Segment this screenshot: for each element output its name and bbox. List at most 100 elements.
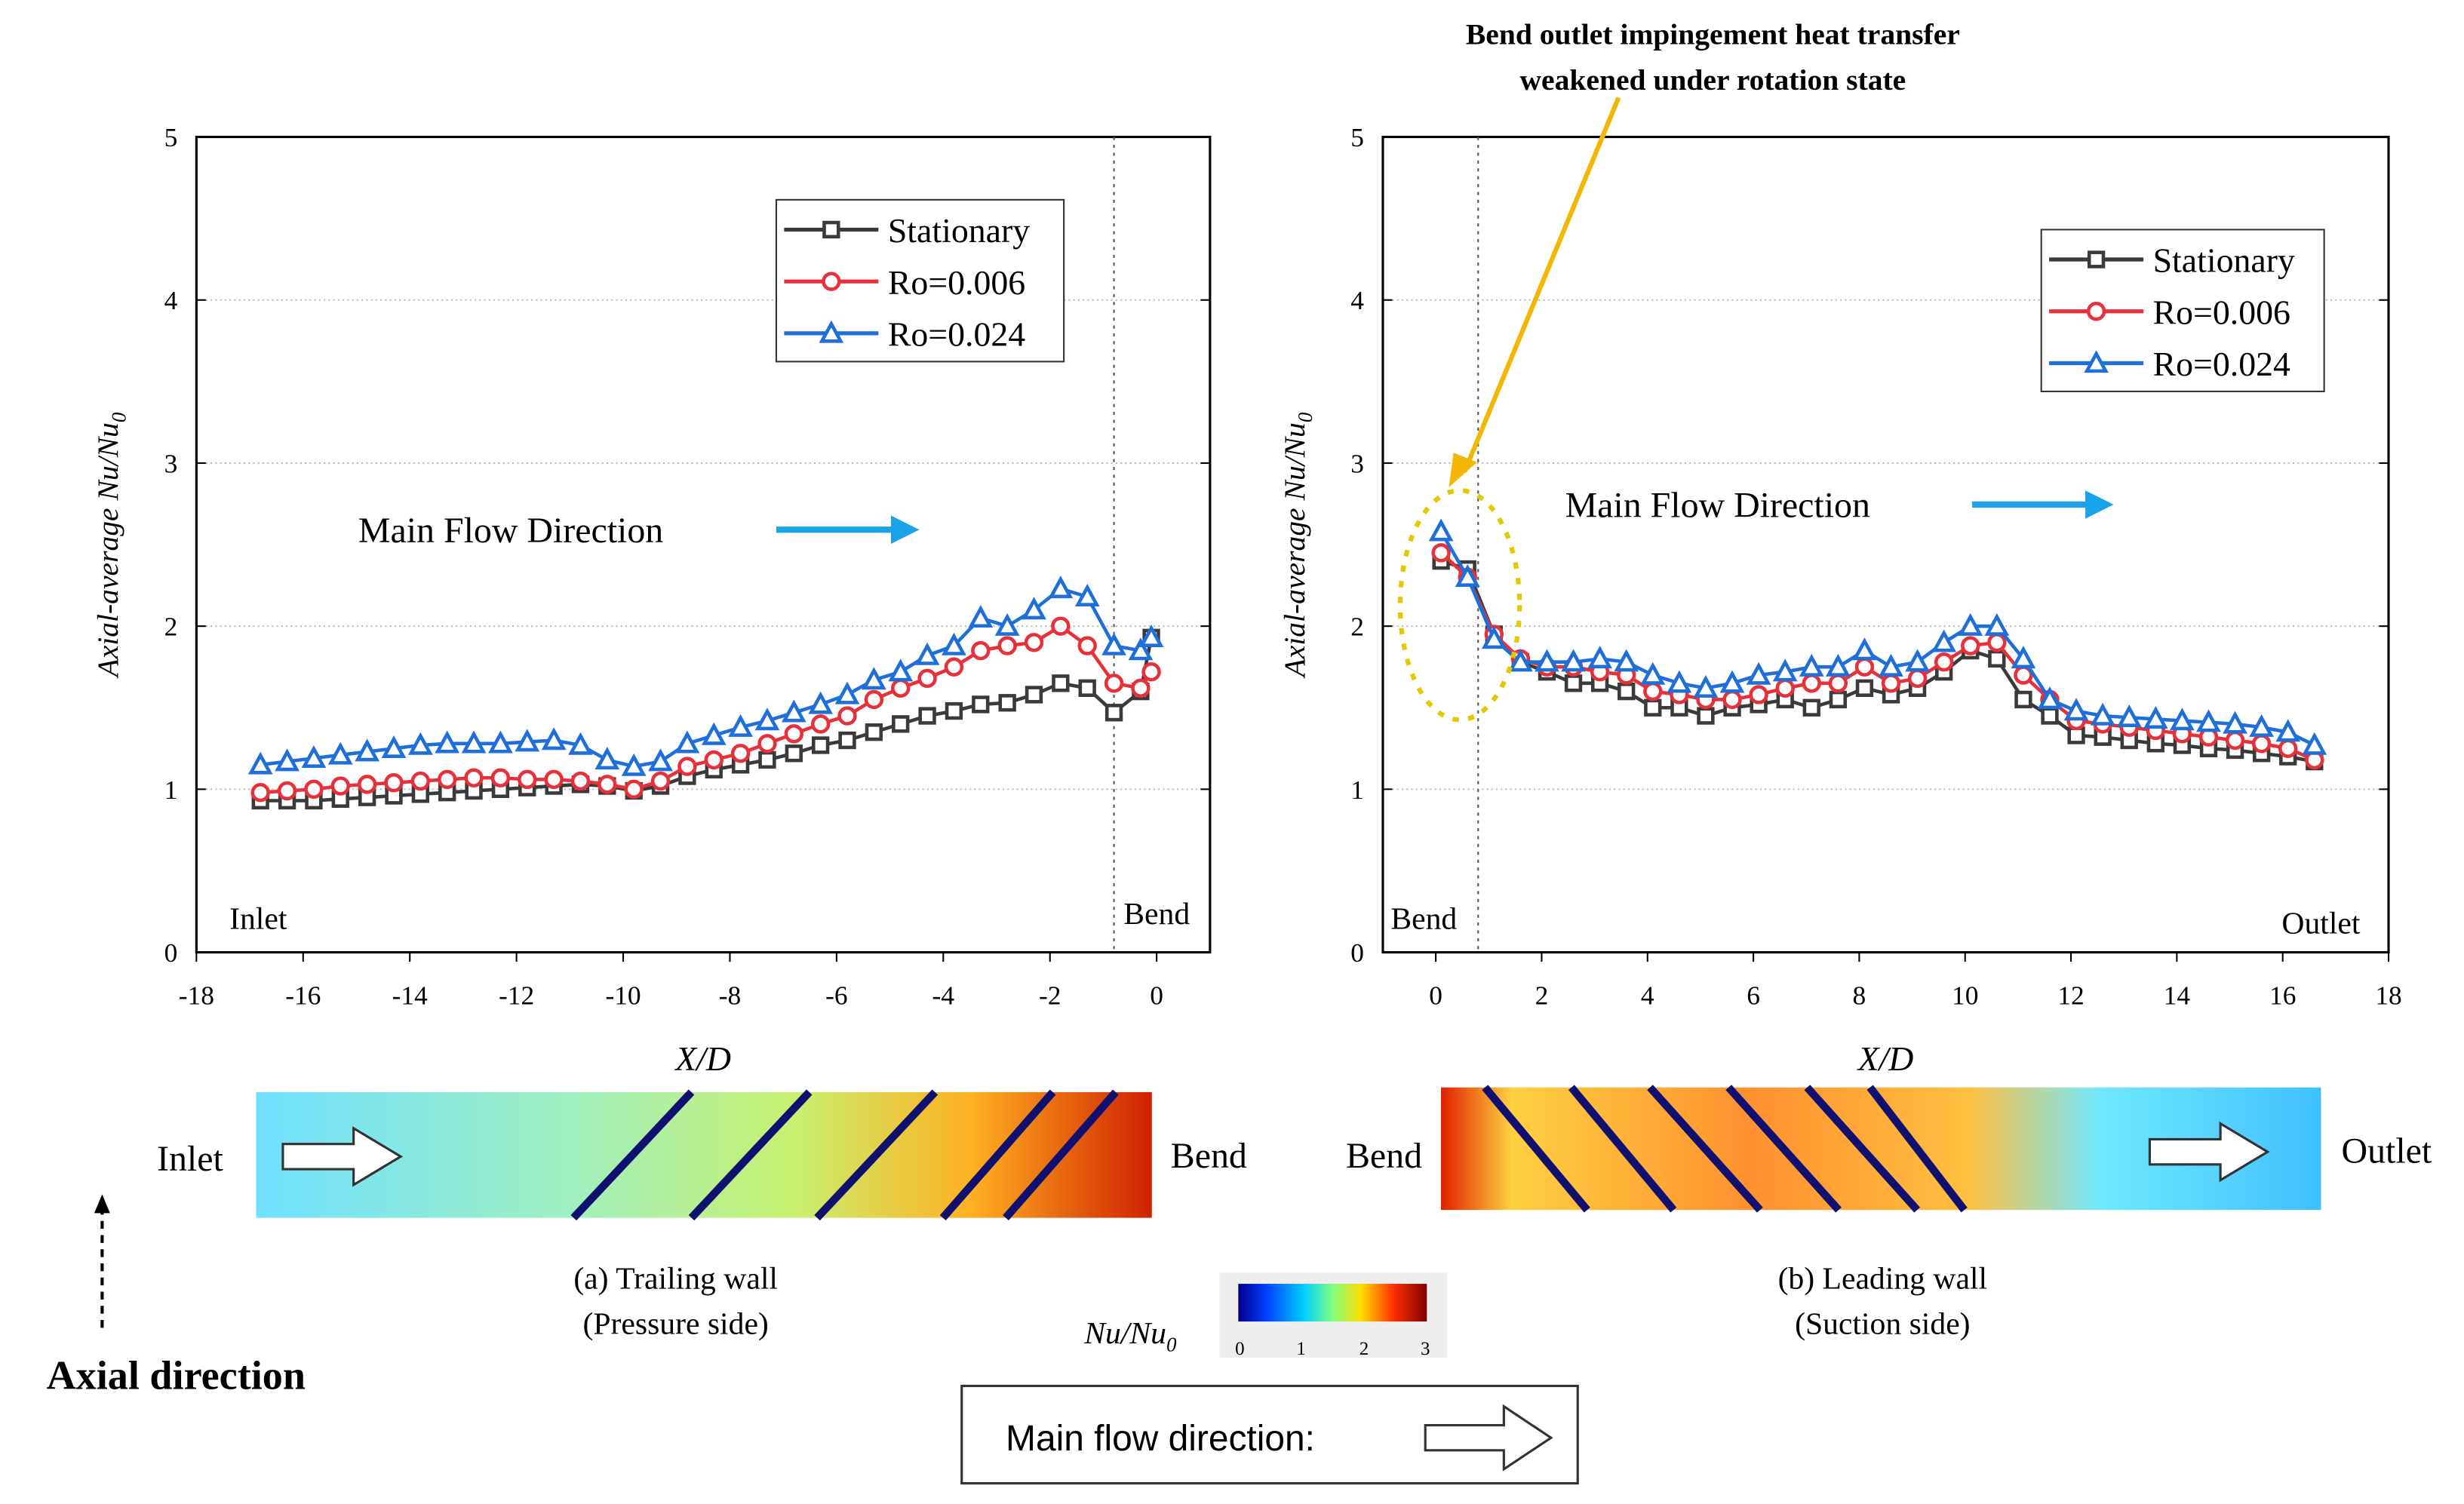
y-tick-label: 5 [1350, 122, 1364, 152]
plot-frame [1381, 135, 2390, 954]
data-point [541, 727, 567, 750]
data-point [1138, 625, 1164, 647]
axial-arrow-head [94, 1194, 110, 1214]
data-point [1802, 674, 1821, 693]
data-point [461, 730, 487, 754]
annotation-line2: weakened under rotation state [1519, 63, 1906, 97]
data-point [781, 699, 806, 723]
data-point [2063, 698, 2089, 721]
x-tick-label: -16 [285, 980, 321, 1010]
data-point [410, 771, 431, 791]
x-tick-label: 4 [1641, 980, 1654, 1010]
data-point [301, 745, 327, 768]
data-point [1455, 564, 1480, 588]
data-point [2302, 732, 2327, 755]
data-point [437, 769, 457, 790]
data-point [1988, 649, 2006, 668]
data-point [865, 723, 883, 741]
axial-direction-label: Axial direction [47, 1353, 306, 1398]
data-point [1640, 661, 1666, 685]
data-point [2196, 709, 2221, 732]
data-point [1852, 637, 1877, 661]
legend-label: Stationary [888, 211, 1030, 250]
data-point [1879, 653, 1903, 677]
data-point [862, 667, 886, 690]
data-point [1428, 518, 1454, 542]
data-point [570, 771, 591, 791]
data-point [997, 636, 1017, 655]
data-point [250, 782, 270, 803]
data-point [2251, 734, 2272, 754]
data-point [677, 757, 697, 776]
data-point [837, 706, 857, 726]
data-point [892, 715, 910, 733]
x-tick-label: -18 [179, 980, 214, 1010]
y-tick-label: 3 [164, 448, 178, 478]
data-point [728, 714, 753, 737]
legend-label: Ro=0.024 [888, 315, 1025, 354]
data-point [704, 750, 724, 770]
x-tick-label: 12 [2057, 980, 2084, 1010]
data-point [864, 689, 884, 710]
data-point [277, 781, 297, 801]
main-flow-text: Main Flow Direction [1565, 486, 1870, 526]
data-point [944, 657, 964, 677]
caption-a-2: (Pressure side) [582, 1307, 768, 1342]
series-ro-0-024 [247, 576, 1164, 776]
x-tick-label: 6 [1747, 980, 1760, 1010]
data-point [1078, 679, 1096, 697]
data-point [384, 773, 404, 793]
data-point [1481, 626, 1507, 649]
x-axis-label: X/D [1857, 1039, 1914, 1078]
series-ro-0-024 [1428, 518, 2327, 755]
data-point [1618, 682, 1636, 701]
legend-marker [2086, 302, 2106, 321]
data-point [2170, 707, 2195, 731]
data-point [1643, 681, 1663, 701]
data-point [1051, 616, 1071, 636]
data-point [435, 730, 460, 754]
data-point [355, 738, 379, 762]
data-point [1775, 678, 1795, 698]
data-point [2278, 738, 2298, 759]
data-point [568, 732, 593, 755]
heatmap-trailing [256, 1089, 1152, 1221]
data-point [1022, 597, 1046, 620]
data-point [972, 695, 990, 714]
colorbar-tick: 3 [1421, 1339, 1430, 1359]
data-point [945, 701, 963, 720]
data-point [674, 730, 700, 754]
data-point [1667, 670, 1692, 693]
data-point [1907, 668, 1928, 689]
legend-label: Ro=0.006 [888, 263, 1025, 302]
y-tick-label: 4 [1350, 285, 1364, 315]
data-point [2037, 686, 2063, 710]
data-point [838, 731, 856, 750]
x-tick-label: 2 [1535, 980, 1549, 1010]
flow-box-label: Main flow direction: [1006, 1419, 1315, 1459]
y-tick-label: 2 [164, 612, 178, 642]
data-point [330, 776, 350, 796]
data-point [1854, 657, 1875, 677]
y-tick-label: 5 [164, 122, 178, 152]
data-point [1746, 661, 1771, 685]
legend-marker [2084, 350, 2109, 373]
caption-b-1: (b) Leading wall [1778, 1261, 1987, 1296]
right-region-label: Outlet [2281, 907, 2361, 941]
data-point [1077, 636, 1097, 655]
legend-label: Ro=0.024 [2153, 345, 2290, 383]
x-tick-label: 8 [1853, 980, 1866, 1010]
data-point [701, 722, 727, 745]
data-point [754, 707, 780, 731]
data-point [1508, 649, 1533, 672]
data-point [624, 779, 644, 800]
y-axis-label: Axial-average Nu/Nu0 [91, 412, 130, 679]
data-point [488, 730, 513, 754]
data-point [1829, 690, 1848, 709]
data-point [1074, 583, 1100, 606]
plot-frame [195, 135, 1212, 954]
data-point [2014, 690, 2032, 709]
left-region-label: Inlet [229, 901, 287, 936]
